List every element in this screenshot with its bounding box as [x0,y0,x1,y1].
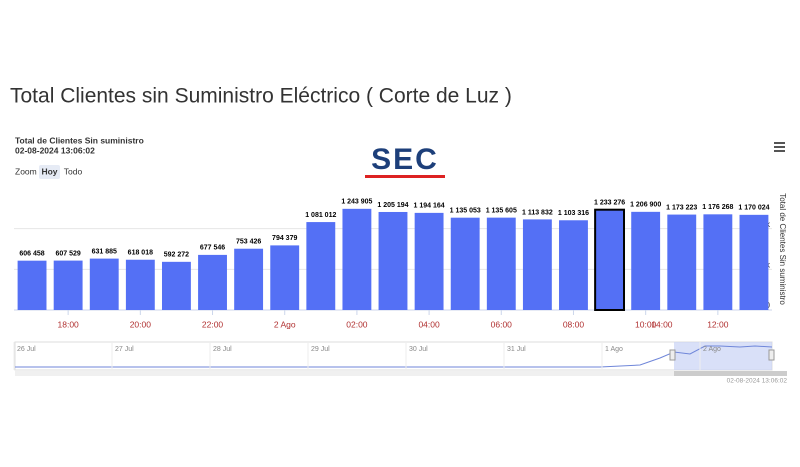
bar [125,259,155,310]
bar [414,212,444,310]
x-tick-label: 04:00 [418,319,440,329]
navigator-line [15,345,773,368]
value-label: 1 243 905 [341,199,372,206]
value-label: 618 018 [128,250,153,257]
value-label: 1 103 316 [558,210,589,217]
value-label: 677 546 [200,245,225,252]
navigator[interactable] [14,341,775,371]
x-tick-label: 14:00 [651,319,673,329]
value-label: 606 458 [19,251,44,258]
value-label: 1 170 024 [738,205,769,212]
bar [450,217,480,310]
page-heading: Total Clientes sin Suministro Eléctrico … [10,85,512,108]
value-label: 1 081 012 [305,212,336,219]
chart-subtitle: 02-08-2024 13:06:02 [15,145,95,155]
credit: 02-08-2024 13:06:02 [727,378,788,385]
bar [342,208,372,310]
bar [53,260,83,310]
bar [739,214,769,310]
x-tick-label: 10:00 [635,319,657,329]
value-label: 1 205 194 [377,202,408,209]
bar [270,245,300,310]
menu-line [774,146,785,148]
navigator-label: 1 Ago [605,346,623,353]
bar [522,219,552,310]
menu-button[interactable] [774,142,785,152]
y-axis-title: Total de Clientes Sin suministro [778,193,787,305]
x-tick-label: 08:00 [563,319,585,329]
navigator-handle[interactable] [768,349,775,361]
bar [198,254,227,310]
x-tick-label: 02:00 [346,319,368,329]
zoom-button[interactable]: Todo [64,166,83,176]
navigator-label: 27 Jul [115,346,134,353]
zoom-button[interactable]: Hoy [41,166,57,176]
value-label: 592 272 [164,252,189,259]
bar [234,248,264,310]
value-label: 794 379 [272,235,297,242]
value-label: 1 135 053 [450,208,481,215]
value-label: 1 135 605 [486,207,517,214]
x-tick-label: 20:00 [130,319,152,329]
navigator-labels: 26 Jul 27 Jul 28 Jul 29 Jul 30 Jul 31 Jul 1 Ag… [13,342,721,370]
bar [306,222,336,310]
scrollbar-track[interactable] [15,371,787,376]
x-tick-label: 2 Ago [274,319,296,329]
bar [89,258,119,310]
bar [17,260,47,310]
navigator-label: 28 Jul [213,346,232,353]
bar [559,220,588,310]
value-label: 1 113 832 [522,209,553,216]
value-label: 1 173 223 [666,204,697,211]
logo: SEC [365,143,445,178]
bar [594,208,626,312]
bar [667,214,697,310]
zoom-label: Zoom [15,166,37,176]
navigator-label: 30 Jul [409,346,428,353]
value-label: 1 194 164 [414,203,445,210]
navigator-label: 31 Jul [507,346,526,353]
bar [378,211,408,310]
scrollbar-thumb[interactable] [674,371,787,376]
value-label: 1 233 276 [594,200,625,207]
bar [161,261,191,310]
value-label: 753 426 [236,239,261,246]
menu-line [774,142,785,144]
navigator-label: 26 Jul [17,346,36,353]
logo-bar [365,175,445,178]
navigator-label: 2 Ago [703,346,721,353]
navigator-label: 29 Jul [311,346,330,353]
navigator-selection[interactable] [674,342,772,370]
bar [631,211,661,310]
value-label: 607 529 [55,250,80,257]
bar [486,217,516,310]
zoom-button-bg[interactable] [39,165,60,179]
x-tick-label: 06:00 [491,319,513,329]
chart-title: Total de Clientes Sin suministro [15,135,144,145]
x-tick-label: 22:00 [202,319,224,329]
value-label: 1 206 900 [630,202,661,209]
x-tick-label: 18:00 [58,319,80,329]
value-label: 631 885 [92,248,117,255]
navigator-frame [14,341,773,371]
value-label: 1 176 268 [702,204,733,211]
logo-text: SEC [371,143,439,176]
navigator-handle[interactable] [669,349,676,361]
menu-line [774,150,785,152]
x-tick-label: 12:00 [707,319,729,329]
bar [703,214,733,310]
